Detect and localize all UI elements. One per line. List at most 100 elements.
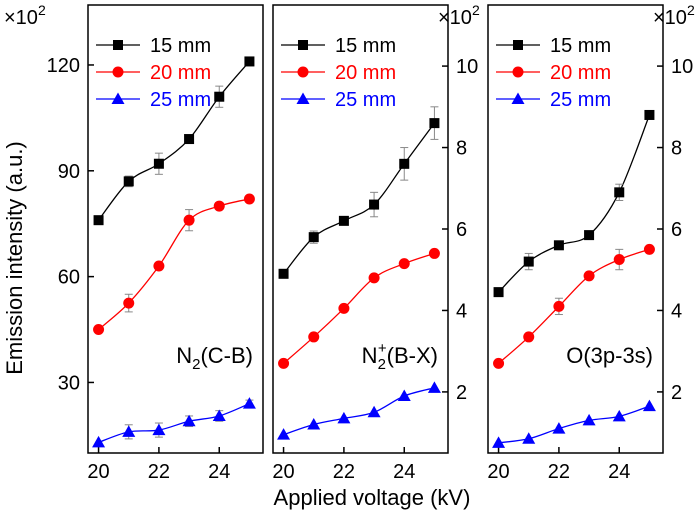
series-line bbox=[498, 405, 650, 444]
data-point bbox=[367, 405, 381, 418]
data-point bbox=[427, 381, 441, 393]
legend-marker bbox=[513, 40, 523, 50]
x-tick-label: 22 bbox=[148, 461, 170, 483]
series-20-mm bbox=[493, 243, 655, 369]
series-line bbox=[98, 61, 250, 221]
data-point bbox=[278, 357, 290, 369]
legend-label: 25 mm bbox=[150, 89, 211, 111]
panel-label-subscript: 2 bbox=[378, 356, 386, 373]
data-point bbox=[582, 413, 596, 426]
panel-label-main: N bbox=[362, 343, 378, 368]
data-point bbox=[214, 91, 225, 102]
y-tick-label: 10 bbox=[671, 56, 693, 78]
x-tick-label: 20 bbox=[487, 461, 509, 483]
panel-label: N2+(B-X) bbox=[362, 340, 438, 373]
y-tick-label: 10 bbox=[456, 56, 478, 78]
data-point bbox=[428, 247, 440, 259]
legend-label: 20 mm bbox=[335, 62, 396, 84]
legend-marker bbox=[111, 92, 125, 104]
y-tick-label: 2 bbox=[671, 382, 682, 404]
data-point bbox=[242, 397, 256, 409]
data-point bbox=[153, 260, 165, 272]
series-15-mm bbox=[93, 56, 255, 226]
data-point bbox=[92, 435, 106, 448]
data-point bbox=[277, 428, 291, 440]
y-tick-label: 60 bbox=[58, 267, 80, 289]
data-point bbox=[399, 158, 410, 169]
data-point bbox=[397, 389, 411, 401]
x-tick-label: 20 bbox=[272, 461, 294, 483]
data-point bbox=[583, 270, 595, 282]
data-point bbox=[123, 176, 134, 187]
series-15-mm bbox=[278, 106, 440, 279]
data-point bbox=[183, 214, 195, 226]
axis-multiplier-exponent: 2 bbox=[38, 2, 46, 18]
data-point bbox=[93, 215, 104, 226]
series-line bbox=[283, 122, 435, 275]
legend-marker bbox=[113, 40, 123, 50]
x-tick-label: 20 bbox=[87, 461, 109, 483]
y-tick-label: 8 bbox=[671, 138, 682, 160]
data-point bbox=[522, 432, 536, 444]
legend-marker bbox=[297, 66, 309, 78]
x-tick-label: 22 bbox=[548, 461, 570, 483]
data-point bbox=[429, 118, 440, 129]
y-tick-label: 4 bbox=[456, 300, 467, 322]
data-point bbox=[338, 302, 350, 314]
data-point bbox=[368, 272, 380, 284]
data-point bbox=[553, 240, 564, 251]
series-line bbox=[98, 198, 250, 331]
y-tick-label: 6 bbox=[671, 219, 682, 241]
legend-label: 20 mm bbox=[150, 62, 211, 84]
legend-label: 25 mm bbox=[550, 89, 611, 111]
data-point bbox=[308, 331, 320, 343]
data-point bbox=[184, 134, 195, 145]
data-point bbox=[643, 243, 655, 255]
data-point bbox=[243, 193, 255, 205]
y-tick-label: 120 bbox=[47, 55, 80, 77]
y-tick-label: 4 bbox=[671, 300, 682, 322]
axis-multiplier-exponent: 2 bbox=[687, 2, 695, 18]
series-line bbox=[283, 387, 435, 436]
panel-label-subscript: 2 bbox=[192, 356, 200, 373]
data-point bbox=[552, 422, 566, 434]
x-tick-label: 22 bbox=[333, 461, 355, 483]
data-point bbox=[613, 254, 625, 266]
data-point bbox=[493, 357, 505, 369]
x-axis-label: Applied voltage (kV) bbox=[274, 485, 471, 510]
data-point bbox=[212, 409, 226, 421]
legend-marker bbox=[298, 40, 308, 50]
data-point bbox=[182, 414, 196, 427]
data-point bbox=[584, 230, 595, 241]
axis-multiplier: ×102 bbox=[438, 2, 480, 29]
data-point bbox=[122, 425, 136, 437]
data-point bbox=[644, 109, 655, 120]
data-point bbox=[153, 158, 164, 169]
legend-label: 15 mm bbox=[335, 35, 396, 57]
panel-label-superscript: + bbox=[378, 340, 387, 357]
legend-marker bbox=[296, 92, 310, 104]
data-point bbox=[213, 200, 225, 212]
series-20-mm bbox=[278, 247, 440, 369]
legend-label: 15 mm bbox=[150, 35, 211, 57]
data-point bbox=[278, 268, 289, 279]
legend-label: 15 mm bbox=[550, 35, 611, 57]
data-point bbox=[123, 297, 135, 309]
data-point bbox=[337, 411, 351, 424]
x-tick-label: 24 bbox=[608, 461, 630, 483]
panel-frame bbox=[87, 4, 264, 454]
series-line bbox=[498, 114, 651, 293]
series-line bbox=[98, 403, 250, 444]
data-point bbox=[307, 417, 321, 430]
legend-label: 25 mm bbox=[335, 89, 396, 111]
legend-marker bbox=[112, 66, 124, 78]
data-point bbox=[244, 56, 255, 67]
series-25-mm bbox=[277, 381, 441, 440]
data-point bbox=[492, 436, 506, 448]
data-point bbox=[614, 187, 625, 198]
panel-label: N2(C-B) bbox=[176, 343, 253, 373]
